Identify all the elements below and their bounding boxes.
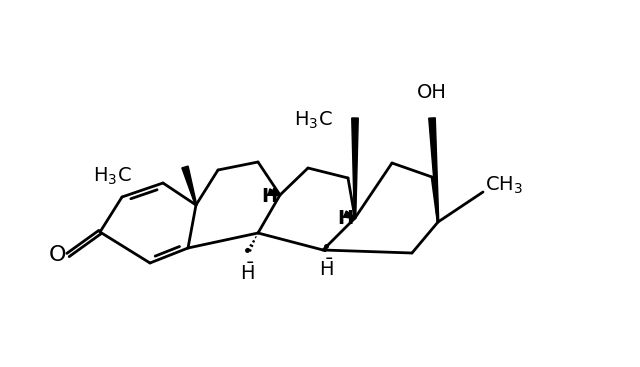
Text: $\bar{\mathrm{H}}$: $\bar{\mathrm{H}}$ xyxy=(319,258,333,280)
Polygon shape xyxy=(352,118,358,218)
Text: $\mathregular{CH_3}$: $\mathregular{CH_3}$ xyxy=(485,174,523,196)
Polygon shape xyxy=(344,211,355,219)
Polygon shape xyxy=(429,118,439,222)
Text: $\bar{\mathrm{H}}$: $\bar{\mathrm{H}}$ xyxy=(240,262,254,284)
Text: $\mathregular{H_3C}$: $\mathregular{H_3C}$ xyxy=(294,109,333,131)
Text: H: H xyxy=(261,186,277,206)
Text: H: H xyxy=(337,208,353,228)
Polygon shape xyxy=(182,166,196,205)
Text: $\mathregular{H_3C}$: $\mathregular{H_3C}$ xyxy=(93,166,132,187)
Text: OH: OH xyxy=(417,84,447,102)
Text: O: O xyxy=(48,245,66,265)
Polygon shape xyxy=(268,189,280,196)
